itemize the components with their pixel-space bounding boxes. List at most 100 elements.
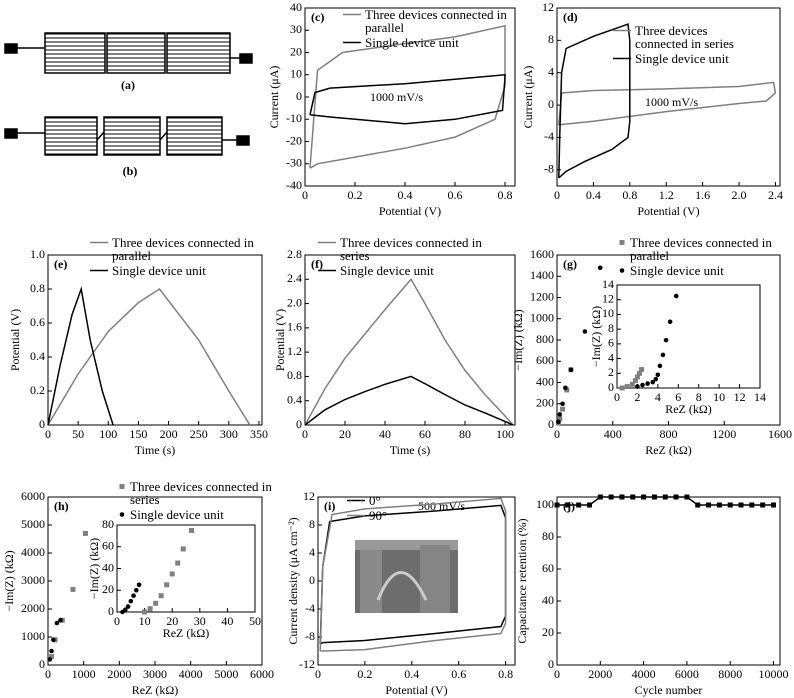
x-tick-label: 800 — [660, 427, 678, 441]
y-tick-label: 0 — [548, 657, 554, 671]
x-tick-label: 4000 — [179, 667, 203, 681]
x-tick-label: 200 — [160, 427, 178, 441]
legend-entry: Three devices connected in series — [118, 480, 280, 506]
marker — [640, 382, 645, 388]
legend-swatch — [90, 241, 108, 244]
series-line — [47, 286, 114, 426]
y-tick-label: 0.8 — [287, 368, 302, 382]
x-tick-label: 4 — [655, 390, 661, 404]
y-tick-label: 12 — [303, 489, 315, 503]
legend-swatch — [343, 13, 361, 16]
marker — [727, 502, 733, 508]
marker — [706, 502, 712, 508]
marker — [180, 546, 186, 552]
marker — [131, 593, 136, 598]
x-tick-label: 0.4 — [398, 188, 413, 202]
marker — [655, 372, 661, 378]
marker — [660, 352, 666, 358]
legend-label: Single device unit — [340, 263, 434, 278]
marker — [645, 381, 650, 386]
schematic-b — [4, 116, 250, 156]
x-tick-label: 1.6 — [695, 188, 710, 202]
y-tick-label: 2.0 — [287, 295, 302, 309]
x-axis-label: Potential (V) — [637, 204, 699, 218]
y-tick-label: -8 — [305, 629, 315, 643]
legend-label: Single device unit — [365, 35, 459, 50]
marker — [576, 502, 582, 508]
marker — [662, 494, 668, 500]
marker — [563, 385, 568, 391]
x-axis-label: Cycle number — [635, 683, 703, 697]
x-tick-label: 0 — [45, 427, 51, 441]
x-tick-label: 20 — [166, 614, 178, 628]
marker — [164, 582, 170, 588]
legend-entry: Three devices connected in series — [318, 236, 490, 262]
marker — [554, 502, 560, 508]
y-tick-label: 400 — [536, 374, 554, 388]
x-tick-label: 100 — [496, 427, 514, 441]
y-tick-label: 800 — [536, 332, 554, 346]
y-axis-label: Potential (V) — [8, 309, 22, 371]
y-tick-label: 3000 — [21, 573, 45, 587]
panel-label: (c) — [311, 10, 324, 24]
y-tick-label: 1600 — [530, 247, 554, 261]
legend-swatch — [347, 514, 365, 517]
x-tick-label: 20 — [339, 427, 351, 441]
y-axis-label: −Im(Z) (kΩ) — [511, 309, 525, 370]
x-tick-label: 2.0 — [732, 188, 747, 202]
marker — [663, 337, 669, 343]
x-tick-label: 1.2 — [659, 188, 674, 202]
y-tick-label: 40 — [290, 0, 302, 14]
x-tick-label: 5000 — [214, 667, 238, 681]
schematic-label: (a) — [121, 78, 135, 92]
y-axis-label: Potential (V) — [273, 309, 287, 371]
y-tick-label: 2 — [608, 365, 614, 379]
marker — [557, 412, 563, 417]
legend-label: Three devices connected in series — [340, 235, 482, 263]
legend-label: Three devices connected in series — [635, 23, 734, 51]
marker — [632, 378, 638, 384]
x-tick-label: 40 — [379, 427, 391, 441]
x-tick-label: 10 — [139, 614, 151, 628]
marker — [619, 240, 625, 245]
legend-entry: Three devices connected in parallel — [90, 236, 262, 262]
marker — [673, 494, 679, 500]
x-tick-label: 0.8 — [498, 667, 513, 681]
legend-entry: Single device unit — [343, 36, 510, 49]
y-tick-label: 8 — [608, 321, 614, 335]
y-tick-label: 1400 — [530, 268, 554, 282]
marker — [619, 385, 625, 391]
x-tick-label: 150 — [129, 427, 147, 441]
marker — [169, 571, 175, 577]
marker — [119, 484, 125, 489]
x-tick-label: 60 — [419, 427, 431, 441]
x-axis-label: Time (s) — [390, 443, 431, 457]
y-tick-label: 0 — [39, 657, 45, 671]
marker — [667, 319, 673, 325]
schematic-label: (b) — [123, 164, 138, 178]
y-tick-label: 0.8 — [30, 281, 45, 295]
y-tick-label: 20 — [102, 582, 114, 596]
legend-entry: Single device unit — [118, 508, 280, 521]
x-tick-label: 1200 — [712, 427, 736, 441]
legend-swatch — [347, 499, 365, 502]
y-tick-label: 0 — [296, 89, 302, 103]
marker — [153, 600, 159, 606]
x-tick-label: 30 — [194, 614, 206, 628]
x-tick-label: 0 — [554, 188, 560, 202]
y-tick-label: 12 — [602, 291, 614, 305]
y-tick-label: 0 — [548, 97, 554, 111]
marker — [586, 502, 592, 508]
x-tick-label: 0 — [554, 667, 560, 681]
legend-swatch — [343, 41, 361, 44]
y-tick-label: 2.4 — [287, 271, 302, 285]
y-tick-label: 10 — [290, 67, 302, 81]
y-tick-label: 4 — [608, 350, 614, 364]
marker — [608, 494, 614, 500]
marker — [635, 384, 640, 389]
x-axis-label: Potential (V) — [385, 683, 447, 697]
legend-label: Single device unit — [130, 507, 224, 522]
legend-swatch — [119, 512, 125, 517]
y-tick-label: 8 — [548, 32, 554, 46]
panel-label: (h) — [54, 499, 69, 513]
